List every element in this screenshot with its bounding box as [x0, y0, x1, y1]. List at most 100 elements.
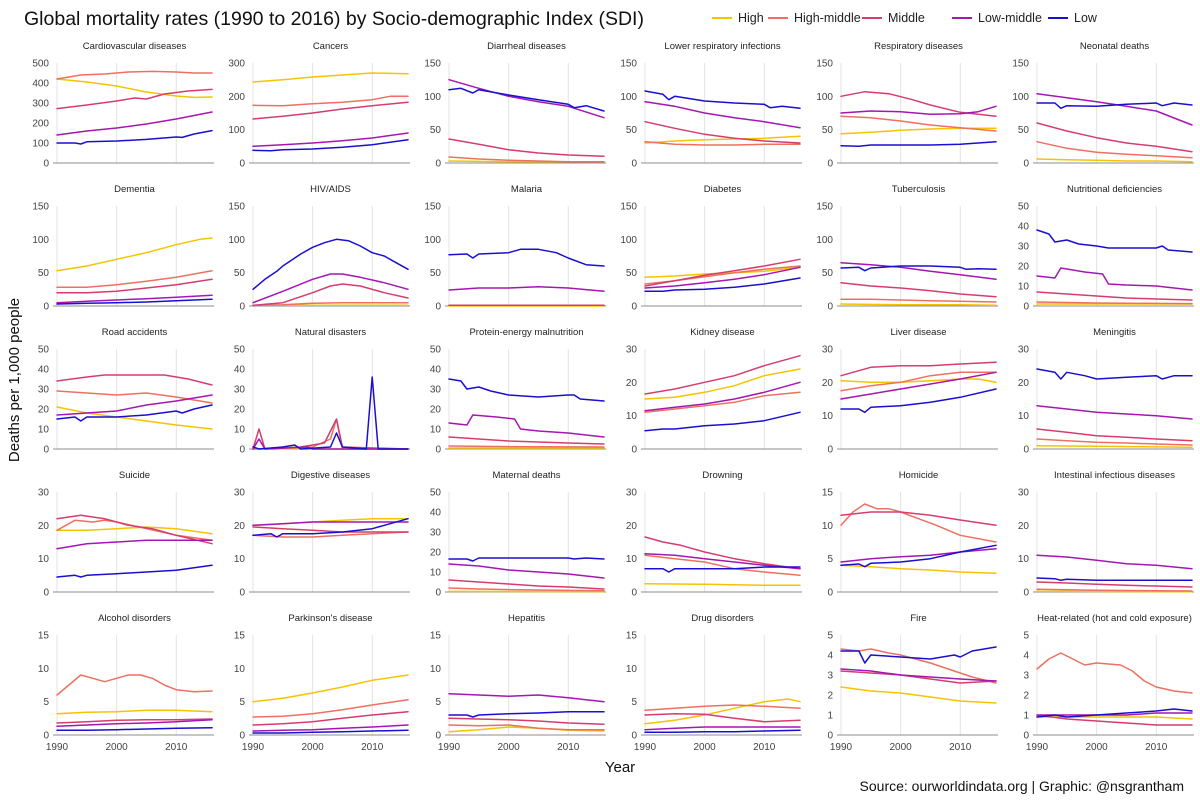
- y-tick-label: 150: [32, 202, 49, 213]
- y-tick-label: 50: [38, 268, 50, 279]
- y-tick-label: 500: [32, 59, 49, 70]
- x-tick-label: 1990: [438, 742, 461, 753]
- series-line-middle: [449, 718, 604, 724]
- legend-item-high-middle: High-middle: [768, 11, 861, 25]
- y-tick-label: 0: [239, 731, 245, 742]
- y-tick-label: 10: [626, 554, 638, 565]
- y-tick-label: 30: [234, 488, 246, 499]
- y-tick-label: 20: [822, 378, 834, 389]
- series-line-high: [841, 687, 996, 703]
- y-tick-label: 150: [620, 59, 637, 70]
- y-tick-label: 100: [32, 235, 49, 246]
- panel-title: Malaria: [511, 184, 543, 195]
- y-tick-label: 0: [631, 731, 637, 742]
- series-line-high: [645, 584, 800, 586]
- series-line-middle: [253, 712, 408, 725]
- series-line-low-middle: [645, 382, 800, 410]
- x-tick-label: 2000: [693, 742, 716, 753]
- y-tick-label: 150: [620, 202, 637, 213]
- y-tick-label: 300: [228, 59, 245, 70]
- series-line-high: [1037, 159, 1192, 162]
- series-line-high-middle: [645, 392, 800, 412]
- panel-title: Tuberculosis: [892, 184, 946, 195]
- y-tick-label: 30: [626, 488, 638, 499]
- y-tick-label: 50: [430, 345, 442, 356]
- y-tick-label: 0: [631, 445, 637, 456]
- y-tick-label: 20: [626, 521, 638, 532]
- series-line-low-middle: [645, 102, 800, 128]
- panels-grid: Cardiovascular diseases0100200300400500C…: [32, 41, 1194, 753]
- y-tick-label: 30: [822, 345, 834, 356]
- series-line-middle: [449, 139, 604, 156]
- y-tick-label: 15: [38, 631, 50, 642]
- y-tick-label: 0: [1023, 159, 1029, 170]
- series-line-low: [1037, 369, 1192, 379]
- series-line-high: [57, 79, 212, 97]
- y-tick-label: 50: [234, 345, 246, 356]
- series-line-high: [57, 710, 212, 713]
- y-tick-label: 10: [626, 411, 638, 422]
- panel-heat-related-hot-and-cold-exposure: Heat-related (hot and cold exposure)0123…: [1023, 613, 1194, 753]
- y-tick-label: 100: [424, 235, 441, 246]
- series-line-high: [253, 73, 408, 82]
- y-tick-label: 100: [228, 235, 245, 246]
- legend-item-low: Low: [1048, 11, 1098, 25]
- series-line-low-middle: [57, 112, 212, 135]
- y-tick-label: 10: [234, 664, 246, 675]
- y-tick-label: 40: [38, 365, 50, 376]
- panel-title: Parkinson's disease: [288, 613, 372, 624]
- series-line-low-middle: [1037, 406, 1192, 419]
- series-line-low-middle: [841, 669, 996, 681]
- x-tick-label: 1990: [46, 742, 69, 753]
- y-tick-label: 40: [430, 365, 442, 376]
- y-tick-label: 30: [234, 385, 246, 396]
- y-tick-label: 5: [435, 697, 441, 708]
- y-tick-label: 3: [1023, 671, 1029, 682]
- y-tick-label: 5: [631, 697, 637, 708]
- panel-title: Diabetes: [704, 184, 742, 195]
- y-tick-label: 2: [1023, 691, 1029, 702]
- panel-title: Suicide: [119, 470, 150, 481]
- panel-title: Road accidents: [102, 327, 168, 338]
- series-line-low-middle: [1037, 268, 1192, 290]
- series-line-high-middle: [57, 391, 212, 403]
- series-line-low-middle: [57, 720, 212, 727]
- series-line-high-middle: [449, 725, 604, 730]
- series-line-high-middle: [57, 271, 212, 288]
- y-tick-label: 0: [1023, 731, 1029, 742]
- x-tick-label: 2010: [753, 742, 776, 753]
- y-tick-label: 20: [1018, 262, 1030, 273]
- y-tick-label: 15: [430, 631, 442, 642]
- panel-title: Intestinal infectious diseases: [1054, 470, 1175, 481]
- series-line-high-middle: [57, 675, 212, 695]
- y-tick-label: 2: [827, 691, 833, 702]
- x-tick-label: 2010: [165, 742, 188, 753]
- y-tick-label: 0: [827, 445, 833, 456]
- y-tick-label: 10: [38, 554, 50, 565]
- y-tick-label: 4: [1023, 651, 1029, 662]
- x-tick-label: 2010: [557, 742, 580, 753]
- y-tick-label: 10: [234, 425, 246, 436]
- panel-title: Respiratory diseases: [874, 41, 963, 52]
- y-tick-label: 0: [827, 159, 833, 170]
- series-line-low-middle: [449, 80, 604, 118]
- y-tick-label: 150: [816, 202, 833, 213]
- series-line-low: [1037, 230, 1192, 252]
- y-tick-label: 100: [620, 235, 637, 246]
- series-line-low-middle: [449, 694, 604, 702]
- y-tick-label: 10: [822, 521, 834, 532]
- y-tick-label: 30: [626, 345, 638, 356]
- series-line-middle: [253, 102, 408, 119]
- y-tick-label: 0: [43, 302, 49, 313]
- panel-title: Hepatitis: [508, 613, 545, 624]
- series-line-high-middle: [1037, 653, 1192, 693]
- y-tick-label: 50: [1018, 125, 1030, 136]
